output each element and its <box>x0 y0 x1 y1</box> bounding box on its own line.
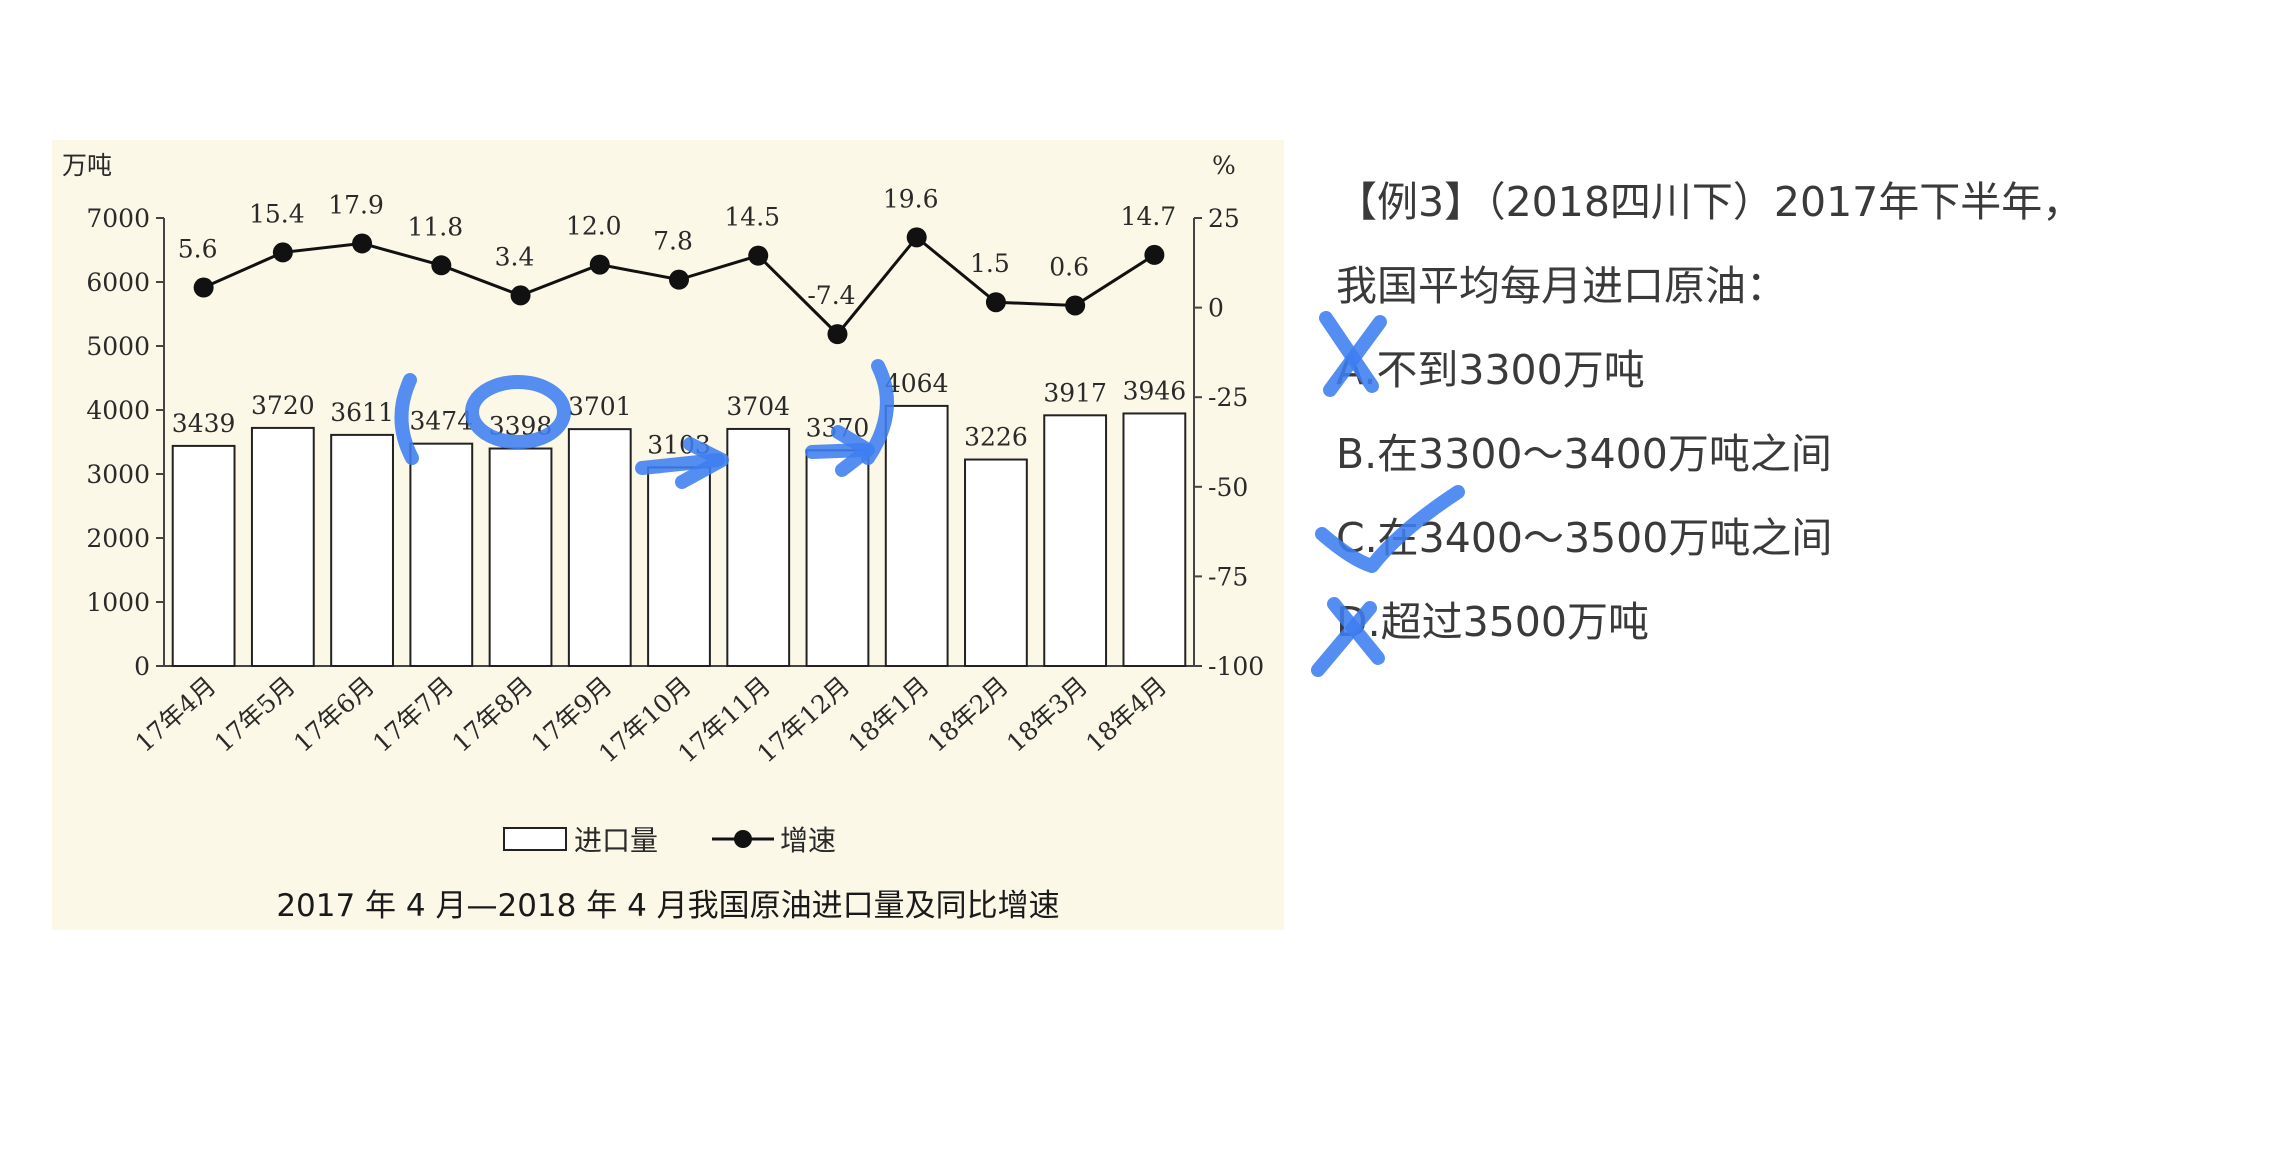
bar-value-label: 3226 <box>964 423 1028 452</box>
option-d[interactable]: D.超过3500万吨 <box>1336 598 1649 646</box>
left-axis-unit: 万吨 <box>62 151 112 180</box>
legend-bar-label: 进口量 <box>574 824 658 857</box>
left-tick-label: 7000 <box>86 204 150 233</box>
category-label: 17年7月 <box>367 671 459 758</box>
growth-point <box>510 285 531 306</box>
growth-value-label: 19.6 <box>883 184 939 213</box>
legend-line-marker <box>734 830 752 848</box>
category-label: 18年2月 <box>922 671 1014 758</box>
legend-bar-swatch <box>503 827 567 851</box>
bar-value-label: 3611 <box>330 398 394 427</box>
growth-point <box>272 242 293 263</box>
bar <box>330 433 394 667</box>
bar-value-label: 3701 <box>568 392 632 421</box>
bar <box>567 428 632 667</box>
bar <box>805 449 870 667</box>
category-label: 18年3月 <box>1001 671 1093 758</box>
bar <box>647 466 711 667</box>
left-tick-label: 6000 <box>86 268 150 297</box>
growth-value-label: 12.0 <box>566 212 622 241</box>
left-tick-label: 0 <box>134 652 150 681</box>
question-stem-line-2: 我国平均每月进口原油： <box>1336 262 1787 310</box>
bar-value-label: 3917 <box>1043 378 1107 407</box>
growth-point <box>748 245 769 266</box>
growth-point <box>352 233 373 254</box>
growth-point <box>589 254 610 275</box>
bar-value-label: 3704 <box>726 392 790 421</box>
category-label: 18年1月 <box>843 671 935 758</box>
right-tick-label: -50 <box>1208 473 1248 502</box>
legend-line-label: 增速 <box>780 824 836 857</box>
bar <box>884 404 949 667</box>
bar-value-label: 3439 <box>172 409 236 438</box>
growth-value-label: 5.6 <box>178 235 218 264</box>
bar-value-label: 4064 <box>885 369 949 398</box>
question-stem-line-1: 【例3】（2018四川下）2017年下半年， <box>1336 178 2084 226</box>
bar <box>250 426 315 668</box>
category-label: 18年4月 <box>1080 671 1172 758</box>
chart-title: 2017 年 4 月—2018 年 4 月我国原油进口量及同比增速 <box>276 888 1059 924</box>
bar <box>726 427 791 667</box>
growth-value-label: 1.5 <box>970 249 1010 278</box>
bar-value-label: 3474 <box>409 407 473 436</box>
growth-value-label: 17.9 <box>328 190 384 219</box>
right-tick-label: 25 <box>1208 204 1240 233</box>
growth-value-label: 14.5 <box>724 203 780 232</box>
bar-value-label: 3370 <box>806 413 870 442</box>
growth-point <box>1144 244 1165 265</box>
question-block: 【例3】（2018四川下）2017年下半年， 我国平均每月进口原油： A.不到3… <box>1336 160 2256 664</box>
growth-point <box>669 269 689 290</box>
chart-svg: 0 1000 2000 3000 4000 5000 6000 7000 -100 -75 -50 -… <box>62 151 1264 924</box>
growth-value-label: 0.6 <box>1049 252 1089 281</box>
growth-point <box>906 227 927 248</box>
growth-value-label: 7.8 <box>653 227 693 256</box>
bar <box>488 447 553 668</box>
bar-value-label: 3720 <box>251 391 315 420</box>
bar <box>1122 412 1187 667</box>
option-a[interactable]: A.不到3300万吨 <box>1336 346 1645 394</box>
growth-value-label: 15.4 <box>249 199 305 228</box>
category-label: 17年4月 <box>130 671 222 758</box>
bar-value-label: 3103 <box>647 430 711 459</box>
left-tick-label: 3000 <box>86 460 150 489</box>
growth-point <box>827 324 848 345</box>
growth-point <box>193 277 214 298</box>
right-axis-unit: % <box>1212 151 1236 180</box>
category-label: 17年5月 <box>209 671 301 758</box>
left-tick-label: 1000 <box>86 588 150 617</box>
category-label: 17年6月 <box>288 671 380 758</box>
option-c[interactable]: C.在3400～3500万吨之间 <box>1336 514 1833 562</box>
left-tick-label: 2000 <box>86 524 150 553</box>
growth-value-label: 14.7 <box>1121 202 1177 231</box>
growth-value-label: 11.8 <box>407 212 463 241</box>
left-tick-label: 4000 <box>86 396 150 425</box>
growth-point <box>1065 295 1086 316</box>
bar-value-label: 3946 <box>1123 376 1187 405</box>
bar <box>409 442 474 667</box>
bar <box>171 444 236 667</box>
right-tick-label: 0 <box>1208 294 1224 323</box>
right-tick-label: -100 <box>1208 652 1264 681</box>
growth-value-label: 3.4 <box>495 242 535 271</box>
right-tick-label: -75 <box>1208 562 1248 591</box>
bar <box>964 458 1028 668</box>
growth-value-label: -7.4 <box>807 281 855 310</box>
category-label: 17年8月 <box>447 671 539 758</box>
option-b[interactable]: B.在3300～3400万吨之间 <box>1336 430 1832 478</box>
growth-point <box>431 255 452 276</box>
left-tick-label: 5000 <box>86 332 150 361</box>
bar-value-label: 3398 <box>489 412 553 441</box>
bar <box>1043 414 1108 668</box>
chart-panel: 0 1000 2000 3000 4000 5000 6000 7000 -100 -75 -50 -… <box>52 140 1284 930</box>
growth-point <box>985 292 1006 313</box>
right-tick-label: -25 <box>1208 383 1248 412</box>
